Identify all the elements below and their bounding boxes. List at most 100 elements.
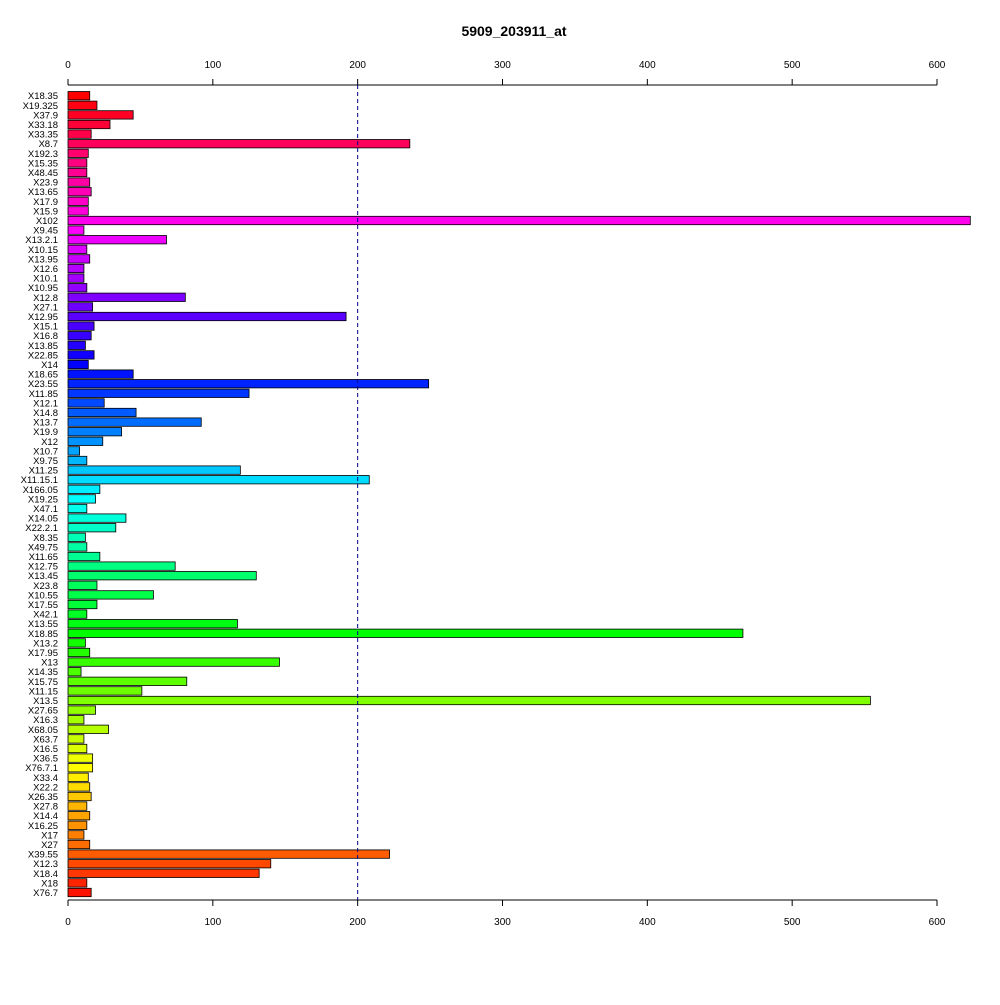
bar	[67, 638, 86, 648]
category-label: X166.05	[23, 485, 58, 496]
bar	[67, 340, 86, 350]
category-label: X11.15.1	[21, 475, 58, 486]
bar	[67, 436, 104, 446]
x-tick-label: 500	[784, 917, 801, 928]
bar	[67, 619, 238, 629]
bar	[67, 196, 89, 206]
category-label: X13	[41, 658, 58, 669]
x-tick-label: 600	[929, 60, 946, 71]
category-label: X76.7.1	[25, 763, 58, 774]
category-label: X15.9	[33, 206, 58, 217]
x-tick-label: 100	[204, 917, 221, 928]
x-tick-label: 0	[65, 60, 71, 71]
bar	[67, 283, 88, 293]
category-label: X10.95	[28, 283, 58, 294]
category-label: X13.55	[28, 619, 58, 630]
category-label: X14	[41, 360, 58, 371]
category-label: X14.8	[33, 408, 58, 419]
bar	[67, 561, 176, 571]
bottom-axis: 0 100 200 300 400 500 600	[65, 899, 946, 928]
bar	[67, 263, 85, 274]
category-label: X27.65	[28, 706, 58, 717]
category-label: X13.85	[28, 341, 58, 352]
bar	[67, 513, 127, 523]
category-label: X10.55	[28, 590, 58, 601]
category-label: X18.65	[28, 370, 58, 381]
category-label: X11.15	[29, 686, 58, 697]
category-label: X13.65	[28, 187, 58, 198]
bar	[67, 859, 272, 869]
bar	[67, 369, 134, 379]
bar	[67, 475, 370, 485]
bar	[67, 446, 80, 456]
bar	[67, 206, 89, 216]
bar	[67, 302, 94, 312]
category-label: X33.35	[28, 130, 58, 141]
category-label: X12.95	[28, 312, 58, 323]
bar	[67, 820, 88, 830]
category-label: X27	[41, 840, 58, 851]
category-label: X8.35	[33, 533, 58, 544]
category-label: X12.75	[28, 562, 58, 573]
category-label: X39.55	[28, 850, 58, 861]
bar	[67, 695, 871, 706]
x-tick-label: 200	[349, 917, 366, 928]
bar	[67, 849, 390, 859]
bar	[67, 676, 188, 686]
bar	[67, 763, 94, 773]
category-label: X17	[41, 830, 58, 841]
bars	[67, 91, 971, 898]
category-label: X13.2.1	[25, 235, 58, 246]
bar	[67, 878, 88, 888]
x-tick-label: 600	[929, 917, 946, 928]
category-label: X23.55	[28, 379, 58, 390]
bar	[67, 532, 86, 542]
bar	[67, 359, 89, 370]
bar	[67, 484, 101, 494]
category-label: X11.85	[29, 389, 58, 400]
category-label: X12	[41, 437, 58, 448]
category-label: X10.1	[33, 274, 58, 285]
bar	[67, 551, 101, 562]
bar	[67, 331, 92, 341]
category-label: X13.2	[33, 638, 58, 649]
category-label: X48.45	[28, 168, 58, 179]
category-label: X22.85	[28, 350, 58, 361]
bar	[67, 158, 88, 168]
category-label: X8.7	[38, 139, 58, 150]
top-axis: 0 100 200 300 400 500 600	[65, 60, 946, 86]
x-tick-label: 200	[349, 60, 366, 71]
bar	[67, 417, 202, 427]
bar	[67, 465, 241, 475]
bar	[67, 657, 280, 667]
bar	[67, 225, 85, 235]
category-label: X22.2.1	[25, 523, 58, 534]
x-tick-label: 400	[639, 60, 656, 71]
bar	[67, 609, 88, 619]
category-label: X10.15	[28, 245, 58, 256]
bar	[67, 830, 85, 840]
category-label: X68.05	[28, 725, 58, 736]
bar	[67, 148, 89, 158]
bar	[67, 407, 137, 418]
x-tick-label: 100	[204, 60, 221, 71]
category-label: X9.45	[33, 226, 58, 237]
bar	[67, 503, 88, 514]
category-label: X13.7	[33, 418, 58, 429]
x-tick-label: 400	[639, 917, 656, 928]
bar	[67, 772, 89, 782]
category-label: X76.7	[33, 888, 58, 899]
bar	[67, 647, 91, 658]
bar	[67, 177, 91, 187]
bar	[67, 398, 105, 408]
category-label: X17.95	[28, 648, 58, 659]
category-label: X17.9	[33, 197, 58, 208]
category-label: X9.75	[33, 456, 58, 467]
bar	[67, 599, 98, 610]
category-label: X14.05	[28, 514, 58, 525]
category-label: X16.5	[33, 744, 58, 755]
chart-title: 5909_203911_at	[461, 23, 566, 39]
category-label: X10.7	[33, 446, 58, 457]
